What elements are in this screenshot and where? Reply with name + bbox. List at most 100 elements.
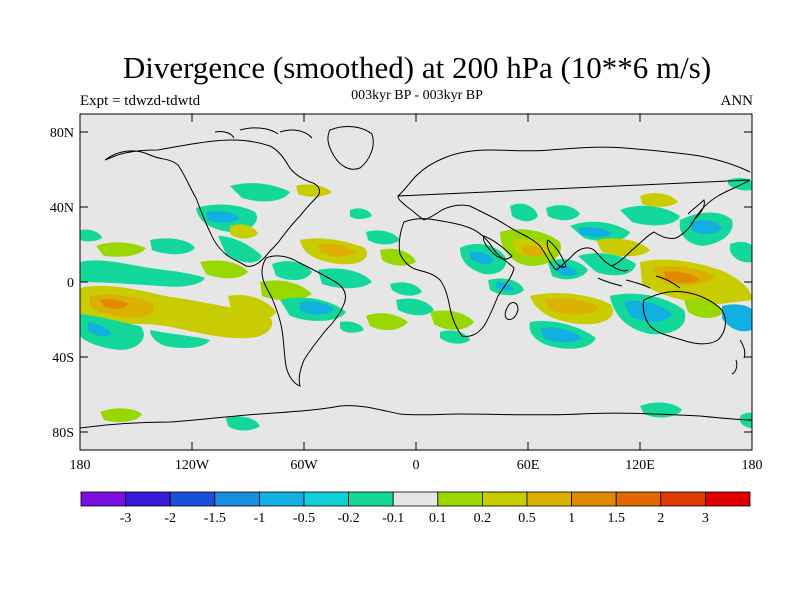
contour-region	[522, 245, 546, 257]
colorbar: -3 -2 -1.5 -1 -0.5 -0.2 -0.1 0.1 0.2 0.5 1 1.5 2 3	[80, 491, 751, 526]
colorbar-label: 2	[657, 511, 664, 526]
contour-region	[620, 205, 680, 226]
eurasia-coast	[397, 146, 751, 271]
lat-tick-label: 0	[67, 276, 74, 291]
colorbar-swatch	[615, 491, 662, 507]
colorbar-swatch	[258, 491, 305, 507]
contour-region	[340, 321, 364, 333]
contour-region	[150, 330, 210, 348]
contour-region	[200, 260, 248, 279]
colorbar-swatch	[571, 491, 617, 507]
contour-region	[206, 211, 240, 223]
season-label: ANN	[720, 93, 754, 109]
contour-region	[318, 268, 372, 289]
contour-region	[230, 224, 258, 239]
colorbar-swatch	[214, 491, 260, 507]
colorbar-label: 0.2	[474, 511, 492, 526]
colorbar-swatch	[705, 491, 751, 507]
indonesia-coast	[597, 265, 681, 289]
lon-tick-label: 60W	[290, 458, 318, 473]
antarctica-coast	[80, 405, 752, 429]
colorbar-label: -1.5	[204, 511, 226, 526]
colorbar-label: -0.5	[293, 511, 315, 526]
contour-region	[100, 299, 128, 309]
contour-region	[390, 282, 422, 296]
colorbar-swatch	[80, 491, 126, 507]
lon-tick-label: 0	[413, 458, 420, 473]
contour-region	[440, 330, 470, 344]
contour-region	[350, 208, 372, 219]
colorbar-swatch	[392, 491, 439, 507]
contour-region	[300, 301, 334, 315]
contour-region	[80, 229, 102, 242]
contour-region	[430, 310, 474, 330]
contour-region	[740, 412, 752, 428]
map-ticks: 80N 40N 0 40S 80S 180 120W 60W 0 60E 120E 180	[50, 114, 763, 473]
arabia-coast	[483, 235, 513, 260]
contour-region	[272, 261, 312, 281]
colorbar-swatch	[437, 491, 483, 507]
contour-region	[318, 243, 356, 257]
contour-region	[296, 184, 332, 197]
colorbar-swatch	[481, 491, 528, 507]
japan-coast	[687, 199, 705, 221]
lon-tick-label: 180	[70, 458, 91, 473]
colorbar-label: 0.1	[429, 511, 447, 526]
lon-tick-label: 120W	[175, 458, 210, 473]
contour-region	[556, 265, 578, 277]
colorbar-swatch	[526, 491, 572, 507]
contour-region	[88, 322, 112, 337]
colorbar-swatch	[169, 491, 216, 507]
contour-region	[578, 227, 612, 237]
divergence-field	[80, 177, 752, 431]
contour-region	[260, 280, 312, 301]
contour-region	[100, 408, 142, 422]
contour-region	[366, 230, 400, 245]
contour-region	[96, 242, 146, 257]
colorbar-label: 1.5	[607, 511, 625, 526]
contour-region	[664, 271, 700, 283]
madagascar-coast	[504, 302, 519, 321]
contour-region	[226, 416, 260, 431]
contour-region	[596, 238, 650, 257]
africa-coast	[398, 218, 515, 337]
contour-region	[578, 253, 636, 276]
contour-region	[624, 300, 672, 322]
lat-tick-label: 80N	[50, 126, 74, 141]
colorbar-label: 1	[568, 511, 575, 526]
australia-coast	[642, 291, 726, 345]
contour-region	[546, 205, 580, 221]
colorbar-swatch	[660, 491, 706, 507]
contour-region	[470, 251, 494, 265]
map-subtitle: 003kyr BP - 003kyr BP	[351, 88, 483, 103]
new-zealand-coast	[731, 339, 746, 375]
lat-tick-label: 40N	[50, 201, 74, 216]
colorbar-label: 3	[702, 511, 709, 526]
north-america-coast	[104, 139, 321, 267]
south-america-coast	[261, 255, 346, 387]
contour-region	[722, 304, 752, 332]
colorbar-label: -0.1	[382, 511, 404, 526]
lat-tick-label: 80S	[52, 426, 74, 441]
colorbar-swatch	[348, 491, 394, 507]
greenland-coast	[327, 126, 374, 170]
colorbar-swatch	[303, 491, 349, 507]
contour-region	[80, 314, 144, 350]
contour-region	[230, 183, 290, 202]
colorbar-label: -1	[254, 511, 266, 526]
lon-tick-label: 120E	[625, 458, 655, 473]
colorbar-label: -3	[120, 511, 132, 526]
contour-region	[640, 193, 678, 207]
colorbar-label: -2	[164, 511, 176, 526]
lat-tick-label: 40S	[52, 351, 74, 366]
contour-region	[540, 327, 582, 343]
contour-region	[218, 236, 262, 263]
contour-region	[228, 294, 276, 322]
contour-region	[510, 203, 538, 222]
arctic-islands-coast	[214, 127, 313, 139]
lon-tick-label: 60E	[517, 458, 540, 473]
contour-region	[150, 238, 195, 255]
lon-tick-label: 180	[742, 458, 763, 473]
contour-region	[80, 260, 205, 287]
